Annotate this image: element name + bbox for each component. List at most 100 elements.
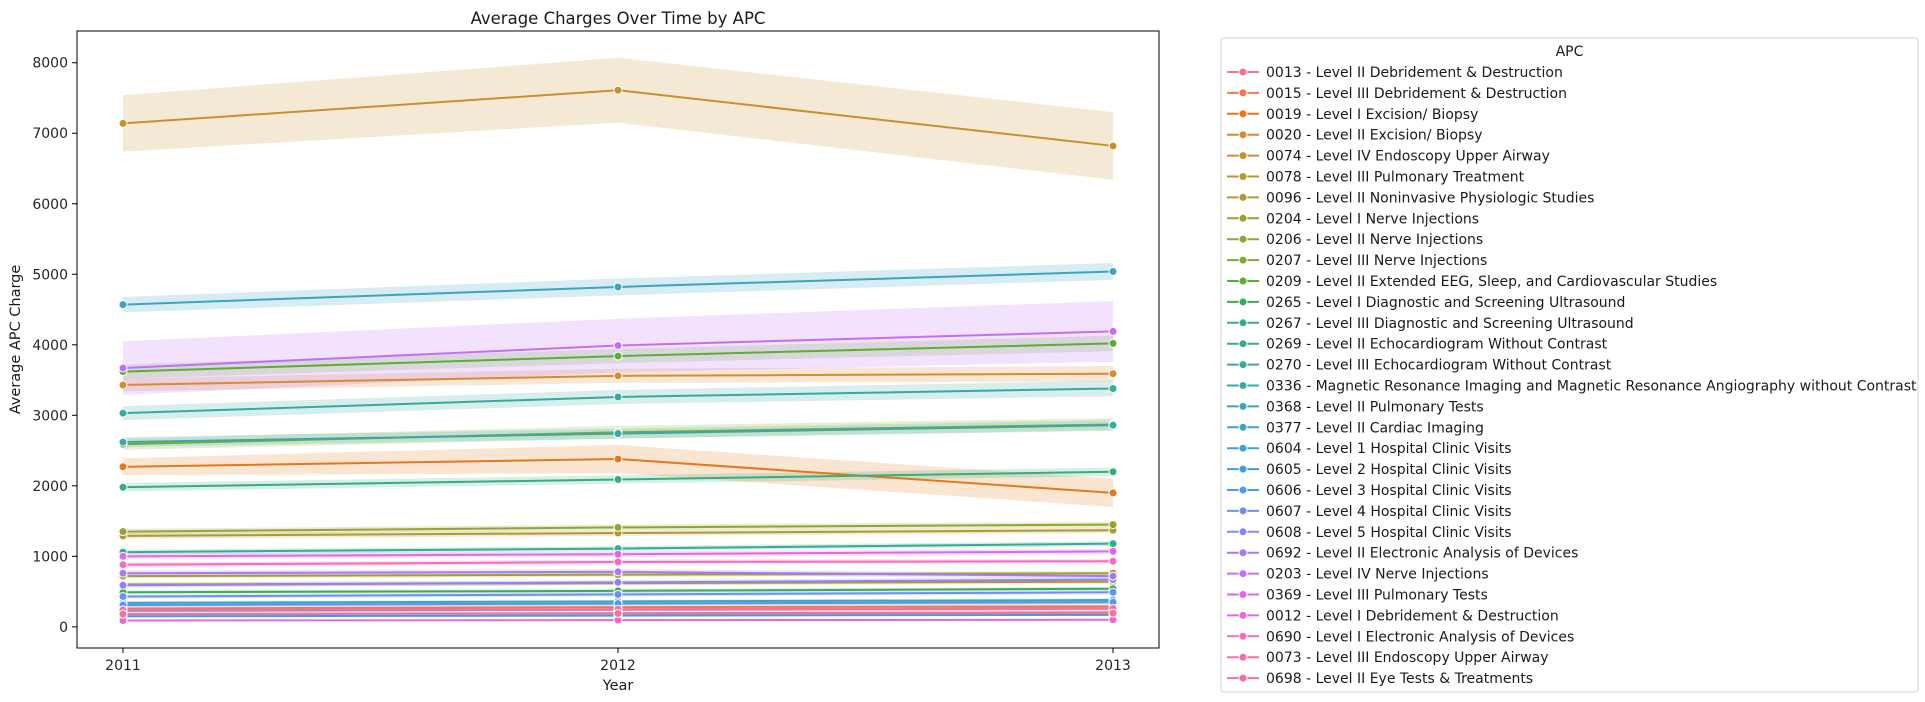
data-point bbox=[613, 608, 623, 618]
legend-item: 0606 - Level 3 Hospital Clinic Visits bbox=[1227, 483, 1512, 499]
legend-item: 0369 - Level III Pulmonary Tests bbox=[1227, 588, 1488, 604]
legend-label: 0203 - Level IV Nerve Injections bbox=[1266, 567, 1489, 583]
data-point bbox=[118, 580, 128, 590]
data-point bbox=[118, 462, 128, 472]
data-point bbox=[613, 589, 623, 599]
x-tick-label: 2013 bbox=[1095, 658, 1131, 674]
data-point bbox=[613, 474, 623, 484]
legend-marker bbox=[1238, 192, 1248, 202]
legend-marker bbox=[1238, 318, 1248, 328]
legend-label: 0204 - Level I Nerve Injections bbox=[1266, 211, 1479, 227]
legend-label: 0015 - Level III Debridement & Destructi… bbox=[1266, 86, 1567, 102]
legend-item: 0012 - Level I Debridement & Destruction bbox=[1227, 608, 1559, 624]
legend-marker bbox=[1238, 130, 1248, 140]
legend-marker bbox=[1238, 590, 1248, 599]
legend-frame bbox=[1220, 37, 1919, 693]
legend-label: 0270 - Level III Echocardiogram Without … bbox=[1266, 358, 1612, 374]
data-point bbox=[613, 351, 623, 361]
x-tick-label: 2011 bbox=[105, 658, 141, 674]
y-axis-label: Average APC Charge bbox=[8, 265, 24, 415]
data-point bbox=[613, 577, 623, 587]
legend-marker bbox=[1238, 255, 1248, 265]
legend-label: 0207 - Level III Nerve Injections bbox=[1266, 253, 1487, 269]
legend-label: 0690 - Level I Electronic Analysis of De… bbox=[1266, 629, 1574, 645]
legend-label: 0012 - Level I Debridement & Destruction bbox=[1266, 608, 1559, 624]
legend-marker bbox=[1238, 443, 1248, 453]
chart-title: Average Charges Over Time by APC bbox=[471, 9, 766, 28]
data-point bbox=[613, 567, 623, 577]
legend-label: 0078 - Level III Pulmonary Treatment bbox=[1266, 170, 1525, 186]
legend-label: 0606 - Level 3 Hospital Clinic Visits bbox=[1266, 483, 1512, 499]
y-tick-label: 5000 bbox=[32, 267, 68, 283]
data-point bbox=[1108, 369, 1118, 379]
legend-item: 0605 - Level 2 Hospital Clinic Visits bbox=[1227, 462, 1512, 478]
data-point bbox=[613, 392, 623, 402]
data-point bbox=[1108, 326, 1118, 336]
legend-label: 0267 - Level III Diagnostic and Screenin… bbox=[1266, 316, 1634, 332]
y-tick-label: 3000 bbox=[32, 408, 68, 424]
legend-item: 0207 - Level III Nerve Injections bbox=[1227, 253, 1487, 269]
legend-marker bbox=[1238, 151, 1248, 161]
legend-marker bbox=[1238, 506, 1248, 516]
legend-marker bbox=[1238, 401, 1248, 411]
data-point bbox=[118, 560, 128, 570]
legend-item: 0204 - Level I Nerve Injections bbox=[1227, 211, 1479, 227]
data-point bbox=[118, 363, 128, 373]
data-point bbox=[1108, 587, 1118, 597]
data-point bbox=[1108, 420, 1118, 430]
data-point bbox=[1108, 546, 1118, 556]
data-point bbox=[118, 609, 128, 619]
data-point bbox=[613, 282, 623, 292]
x-axis: 2011 2012 2013 bbox=[105, 648, 1131, 674]
data-point bbox=[1108, 539, 1118, 549]
legend-marker bbox=[1238, 527, 1248, 537]
legend: APC 0013 - Level II Debridement & Destru… bbox=[1220, 37, 1919, 693]
data-point bbox=[613, 557, 623, 567]
legend-marker bbox=[1238, 109, 1248, 119]
data-point bbox=[1108, 266, 1118, 276]
legend-marker bbox=[1238, 610, 1248, 620]
legend-label: 0209 - Level II Extended EEG, Sleep, and… bbox=[1266, 274, 1717, 290]
data-point bbox=[1108, 556, 1118, 566]
legend-marker bbox=[1238, 631, 1248, 641]
legend-label: 0605 - Level 2 Hospital Clinic Visits bbox=[1266, 462, 1512, 478]
legend-label: 0698 - Level II Eye Tests & Treatments bbox=[1266, 671, 1533, 687]
data-point bbox=[1108, 467, 1118, 477]
x-axis-label: Year bbox=[602, 678, 634, 694]
legend-item: 0336 - Magnetic Resonance Imaging and Ma… bbox=[1227, 379, 1917, 395]
legend-marker bbox=[1238, 88, 1248, 98]
legend-label: 0206 - Level II Nerve Injections bbox=[1266, 232, 1483, 248]
legend-label: 0096 - Level II Noninvasive Physiologic … bbox=[1266, 190, 1594, 206]
legend-item: 0265 - Level I Diagnostic and Screening … bbox=[1227, 295, 1625, 311]
legend-label: 0377 - Level II Cardiac Imaging bbox=[1266, 420, 1484, 436]
legend-label: 0019 - Level I Excision/ Biopsy bbox=[1266, 107, 1478, 123]
y-tick-label: 7000 bbox=[32, 126, 68, 142]
legend-item: 0015 - Level III Debridement & Destructi… bbox=[1227, 86, 1567, 102]
legend-item: 0267 - Level III Diagnostic and Screenin… bbox=[1227, 316, 1634, 332]
legend-marker bbox=[1238, 652, 1248, 662]
data-point bbox=[1108, 488, 1118, 498]
y-tick-label: 8000 bbox=[32, 56, 68, 72]
data-point bbox=[1108, 384, 1118, 394]
legend-item: 0692 - Level II Electronic Analysis of D… bbox=[1227, 546, 1578, 562]
legend-marker bbox=[1238, 360, 1248, 370]
legend-marker bbox=[1238, 339, 1248, 349]
legend-label: 0368 - Level II Pulmonary Tests bbox=[1266, 399, 1484, 415]
legend-marker bbox=[1238, 464, 1248, 474]
legend-label: 0265 - Level I Diagnostic and Screening … bbox=[1266, 295, 1625, 311]
legend-label: 0074 - Level IV Endoscopy Upper Airway bbox=[1266, 149, 1550, 165]
data-point bbox=[1108, 571, 1118, 581]
legend-item: 0078 - Level III Pulmonary Treatment bbox=[1227, 170, 1525, 186]
legend-item: 0270 - Level III Echocardiogram Without … bbox=[1227, 358, 1612, 374]
legend-label: 0269 - Level II Echocardiogram Without C… bbox=[1266, 337, 1608, 353]
data-point bbox=[1108, 338, 1118, 348]
legend-item: 0073 - Level III Endoscopy Upper Airway bbox=[1227, 650, 1549, 666]
data-point bbox=[118, 592, 128, 602]
data-point bbox=[118, 300, 128, 310]
legend-label: 0073 - Level III Endoscopy Upper Airway bbox=[1266, 650, 1549, 666]
legend-item: 0368 - Level II Pulmonary Tests bbox=[1227, 399, 1484, 415]
legend-label: 0020 - Level II Excision/ Biopsy bbox=[1266, 128, 1482, 144]
legend-marker bbox=[1238, 673, 1248, 683]
legend-marker bbox=[1238, 485, 1248, 495]
y-tick-label: 1000 bbox=[32, 549, 68, 565]
